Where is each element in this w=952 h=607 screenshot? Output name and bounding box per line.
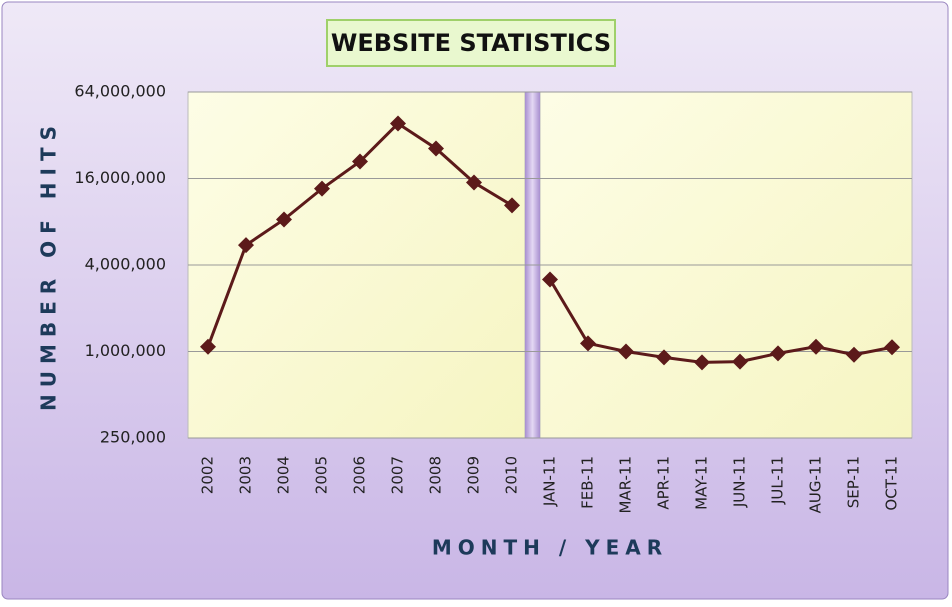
x-axis-label: MONTH / YEAR [432,536,668,560]
y-tick-label: 64,000,000 [74,82,166,101]
marker [352,153,368,170]
x-tick-label: OCT-11 [883,456,901,511]
y-tick-label: 16,000,000 [74,168,166,187]
chart-title: WEBSITE STATISTICS [331,29,611,57]
x-tick-label: 2004 [275,456,293,494]
marker [846,346,862,363]
x-tick-label: 2005 [313,456,331,494]
x-tick-label: AUG-11 [807,456,825,513]
x-tick-label: FEB-11 [579,456,597,509]
marker [808,338,824,355]
x-tick-label: 2009 [465,456,483,494]
x-tick-label: 2003 [237,456,255,494]
x-tick-label: MAR-11 [617,456,635,514]
x-tick-label: JAN-11 [541,456,559,507]
x-tick-label: APR-11 [655,456,673,510]
marker [770,345,786,362]
marker [656,349,672,366]
y-tick-label: 250,000 [100,428,166,447]
x-tick-label: 2007 [389,456,407,494]
x-tick-label: MAY-11 [693,456,711,510]
marker [314,180,330,197]
marker [732,353,748,370]
x-tick-label: 2002 [199,456,217,494]
marker [238,237,254,254]
x-tick-label: 2010 [503,456,521,494]
marker [580,335,596,352]
marker [428,140,444,157]
marker [884,339,900,356]
x-tick-label: SEP-11 [845,456,863,508]
y-axis-label: NUMBER OF HITS [37,119,61,411]
marker [618,343,634,360]
y-tick-label: 1,000,000 [85,341,166,360]
x-tick-label: JUL-11 [769,456,787,505]
title-box [326,19,616,67]
marker [200,338,216,355]
x-tick-label: 2006 [351,456,369,494]
marker [542,271,558,288]
marker [694,354,710,371]
marker [276,211,292,228]
y-tick-label: 4,000,000 [85,255,166,274]
line [548,278,893,364]
x-tick-label: JUN-11 [731,456,749,508]
marker [390,115,406,132]
marker [504,197,520,214]
x-tick-label: 2008 [427,456,445,494]
marker [466,174,482,191]
